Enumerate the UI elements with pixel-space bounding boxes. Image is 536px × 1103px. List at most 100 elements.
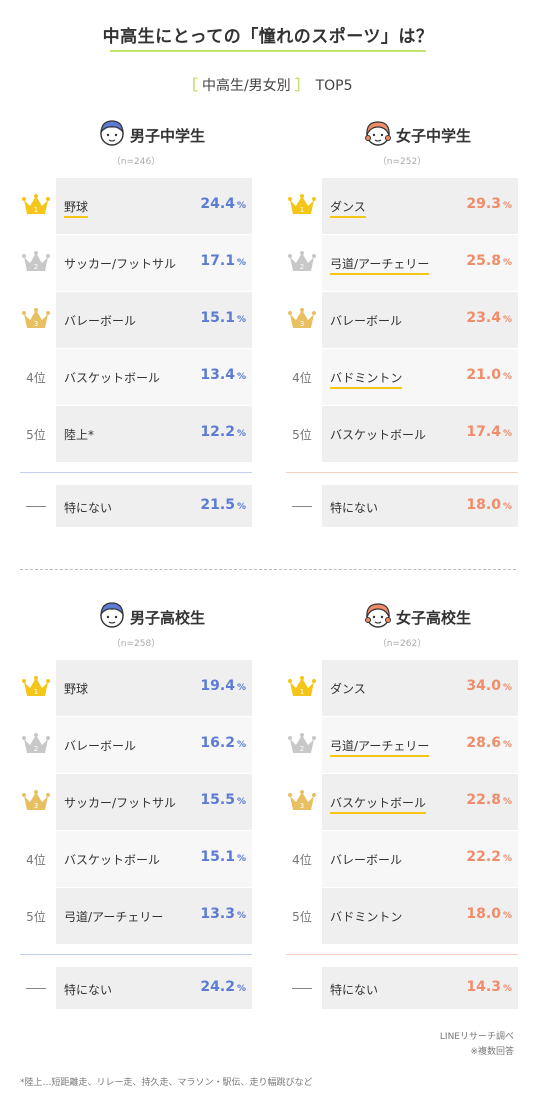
percent-sign: % (502, 984, 512, 994)
subtitle: ［ 中高生/男女別 ］ TOP5 (0, 75, 536, 95)
percentage-value: 16.2% (200, 735, 246, 751)
ranking-row (56, 717, 252, 773)
percent-sign: % (236, 854, 246, 864)
value-number: 16.2 (200, 735, 235, 751)
value-number: 18.0 (466, 906, 501, 922)
crown-icon-rank-1: 1 (288, 675, 316, 699)
percentage-value: 17.4% (466, 424, 512, 440)
percentage-value: 28.6% (466, 735, 512, 751)
percent-sign: % (236, 201, 246, 211)
value-number: 28.6 (466, 735, 501, 751)
rank-label: 5位 (292, 910, 312, 924)
percentage-value: 18.0% (466, 906, 512, 922)
percent-sign: % (502, 911, 512, 921)
other-value: 18.0% (466, 497, 512, 513)
sample-size: （n=262） (377, 639, 427, 649)
value-number: 24.2 (200, 979, 235, 995)
svg-text:1: 1 (34, 206, 38, 214)
girl-avatar-icon (364, 600, 392, 630)
ranking-row (56, 774, 252, 830)
svg-text:2: 2 (34, 745, 38, 753)
group-title: 男子中学生 (130, 127, 206, 145)
crown-icon-rank-2: 2 (22, 732, 50, 756)
svg-text:1: 1 (34, 688, 38, 696)
sport-name: 野球 (64, 682, 89, 696)
value-number: 21.0 (466, 367, 501, 383)
other-dash (26, 506, 46, 507)
percent-sign: % (236, 429, 246, 439)
other-value: 24.2% (200, 979, 246, 995)
subtitle-open-bracket: ［ (183, 78, 198, 94)
crown-icon-rank-3: 3 (22, 307, 50, 331)
percent-sign: % (236, 315, 246, 325)
other-separator (286, 472, 518, 473)
value-number: 18.0 (466, 497, 501, 513)
value-number: 13.3 (200, 906, 235, 922)
percentage-value: 22.8% (466, 792, 512, 808)
sport-name: ダンス (330, 682, 366, 696)
svg-text:2: 2 (300, 263, 304, 271)
other-row (322, 967, 518, 1009)
other-row (56, 485, 252, 527)
boy-avatar-icon (98, 118, 126, 148)
sport-name: バレーボール (64, 739, 137, 753)
percentage-value: 29.3% (466, 196, 512, 212)
svg-text:1: 1 (300, 688, 304, 696)
sport-name: 弓道/アーチェリー (64, 910, 164, 924)
rank-label: 4位 (26, 853, 46, 867)
crown-icon-rank-2: 2 (288, 732, 316, 756)
svg-text:3: 3 (300, 320, 304, 328)
rank-label: 5位 (26, 910, 46, 924)
value-number: 34.0 (466, 678, 501, 694)
sport-name: バスケットボール (64, 371, 161, 385)
percentage-value: 15.1% (200, 849, 246, 865)
ranking-row (322, 349, 518, 405)
crown-icon-rank-3: 3 (288, 307, 316, 331)
svg-text:3: 3 (34, 802, 38, 810)
other-label: 特にない (64, 501, 113, 515)
group-title: 女子中学生 (396, 127, 472, 145)
sport-name: バレーボール (330, 853, 403, 867)
ranking-row (322, 774, 518, 830)
footnote: *陸上…短距離走、リレー走、持久走、マラソン・駅伝、走り幅跳びなど (20, 1078, 313, 1088)
value-number: 22.2 (466, 849, 501, 865)
percentage-value: 24.4% (200, 196, 246, 212)
percent-sign: % (236, 911, 246, 921)
rank-label: 5位 (292, 428, 312, 442)
sport-name: バスケットボール (330, 794, 427, 814)
crown-icon-rank-3: 3 (22, 789, 50, 813)
sport-name: バドミントン (330, 369, 403, 389)
value-number: 29.3 (466, 196, 501, 212)
subtitle-close-bracket: ］ (295, 78, 310, 94)
ranking-row (322, 660, 518, 716)
sport-name: バスケットボール (330, 428, 427, 442)
other-row (56, 967, 252, 1009)
percentage-value: 15.5% (200, 792, 246, 808)
boy-avatar-icon (98, 600, 126, 630)
value-number: 14.3 (466, 979, 501, 995)
percentage-value: 15.1% (200, 310, 246, 326)
ranking-row (322, 292, 518, 348)
source: LINEリサーチ調べ ※複数回答 (440, 1030, 514, 1060)
group-title: 男子高校生 (130, 609, 206, 627)
percent-sign: % (502, 854, 512, 864)
value-number: 13.4 (200, 367, 235, 383)
crown-icon-rank-1: 1 (22, 193, 50, 217)
panel-2: 女子中学生 （n=252） 1 ダンス 29.3% 2 弓道/アーチェリー 25.8% 3 バレー… (286, 0, 518, 1103)
rank-label: 4位 (292, 371, 312, 385)
panel-4: 女子高校生 （n=262） 1 ダンス 34.0% 2 弓道/アーチェリー 28.6% 3 バスケ… (286, 0, 518, 1103)
other-dash (292, 506, 312, 507)
other-label: 特にない (330, 983, 379, 997)
sport-name: サッカー/フットサル (64, 796, 177, 810)
rank-label: 5位 (26, 428, 46, 442)
other-label: 特にない (330, 501, 379, 515)
value-number: 25.8 (466, 253, 501, 269)
percentage-value: 25.8% (466, 253, 512, 269)
ranking-row (322, 717, 518, 773)
percentage-value: 17.1% (200, 253, 246, 269)
percent-sign: % (502, 740, 512, 750)
other-value: 14.3% (466, 979, 512, 995)
percent-sign: % (236, 740, 246, 750)
ranking-row (56, 831, 252, 887)
other-row (322, 485, 518, 527)
